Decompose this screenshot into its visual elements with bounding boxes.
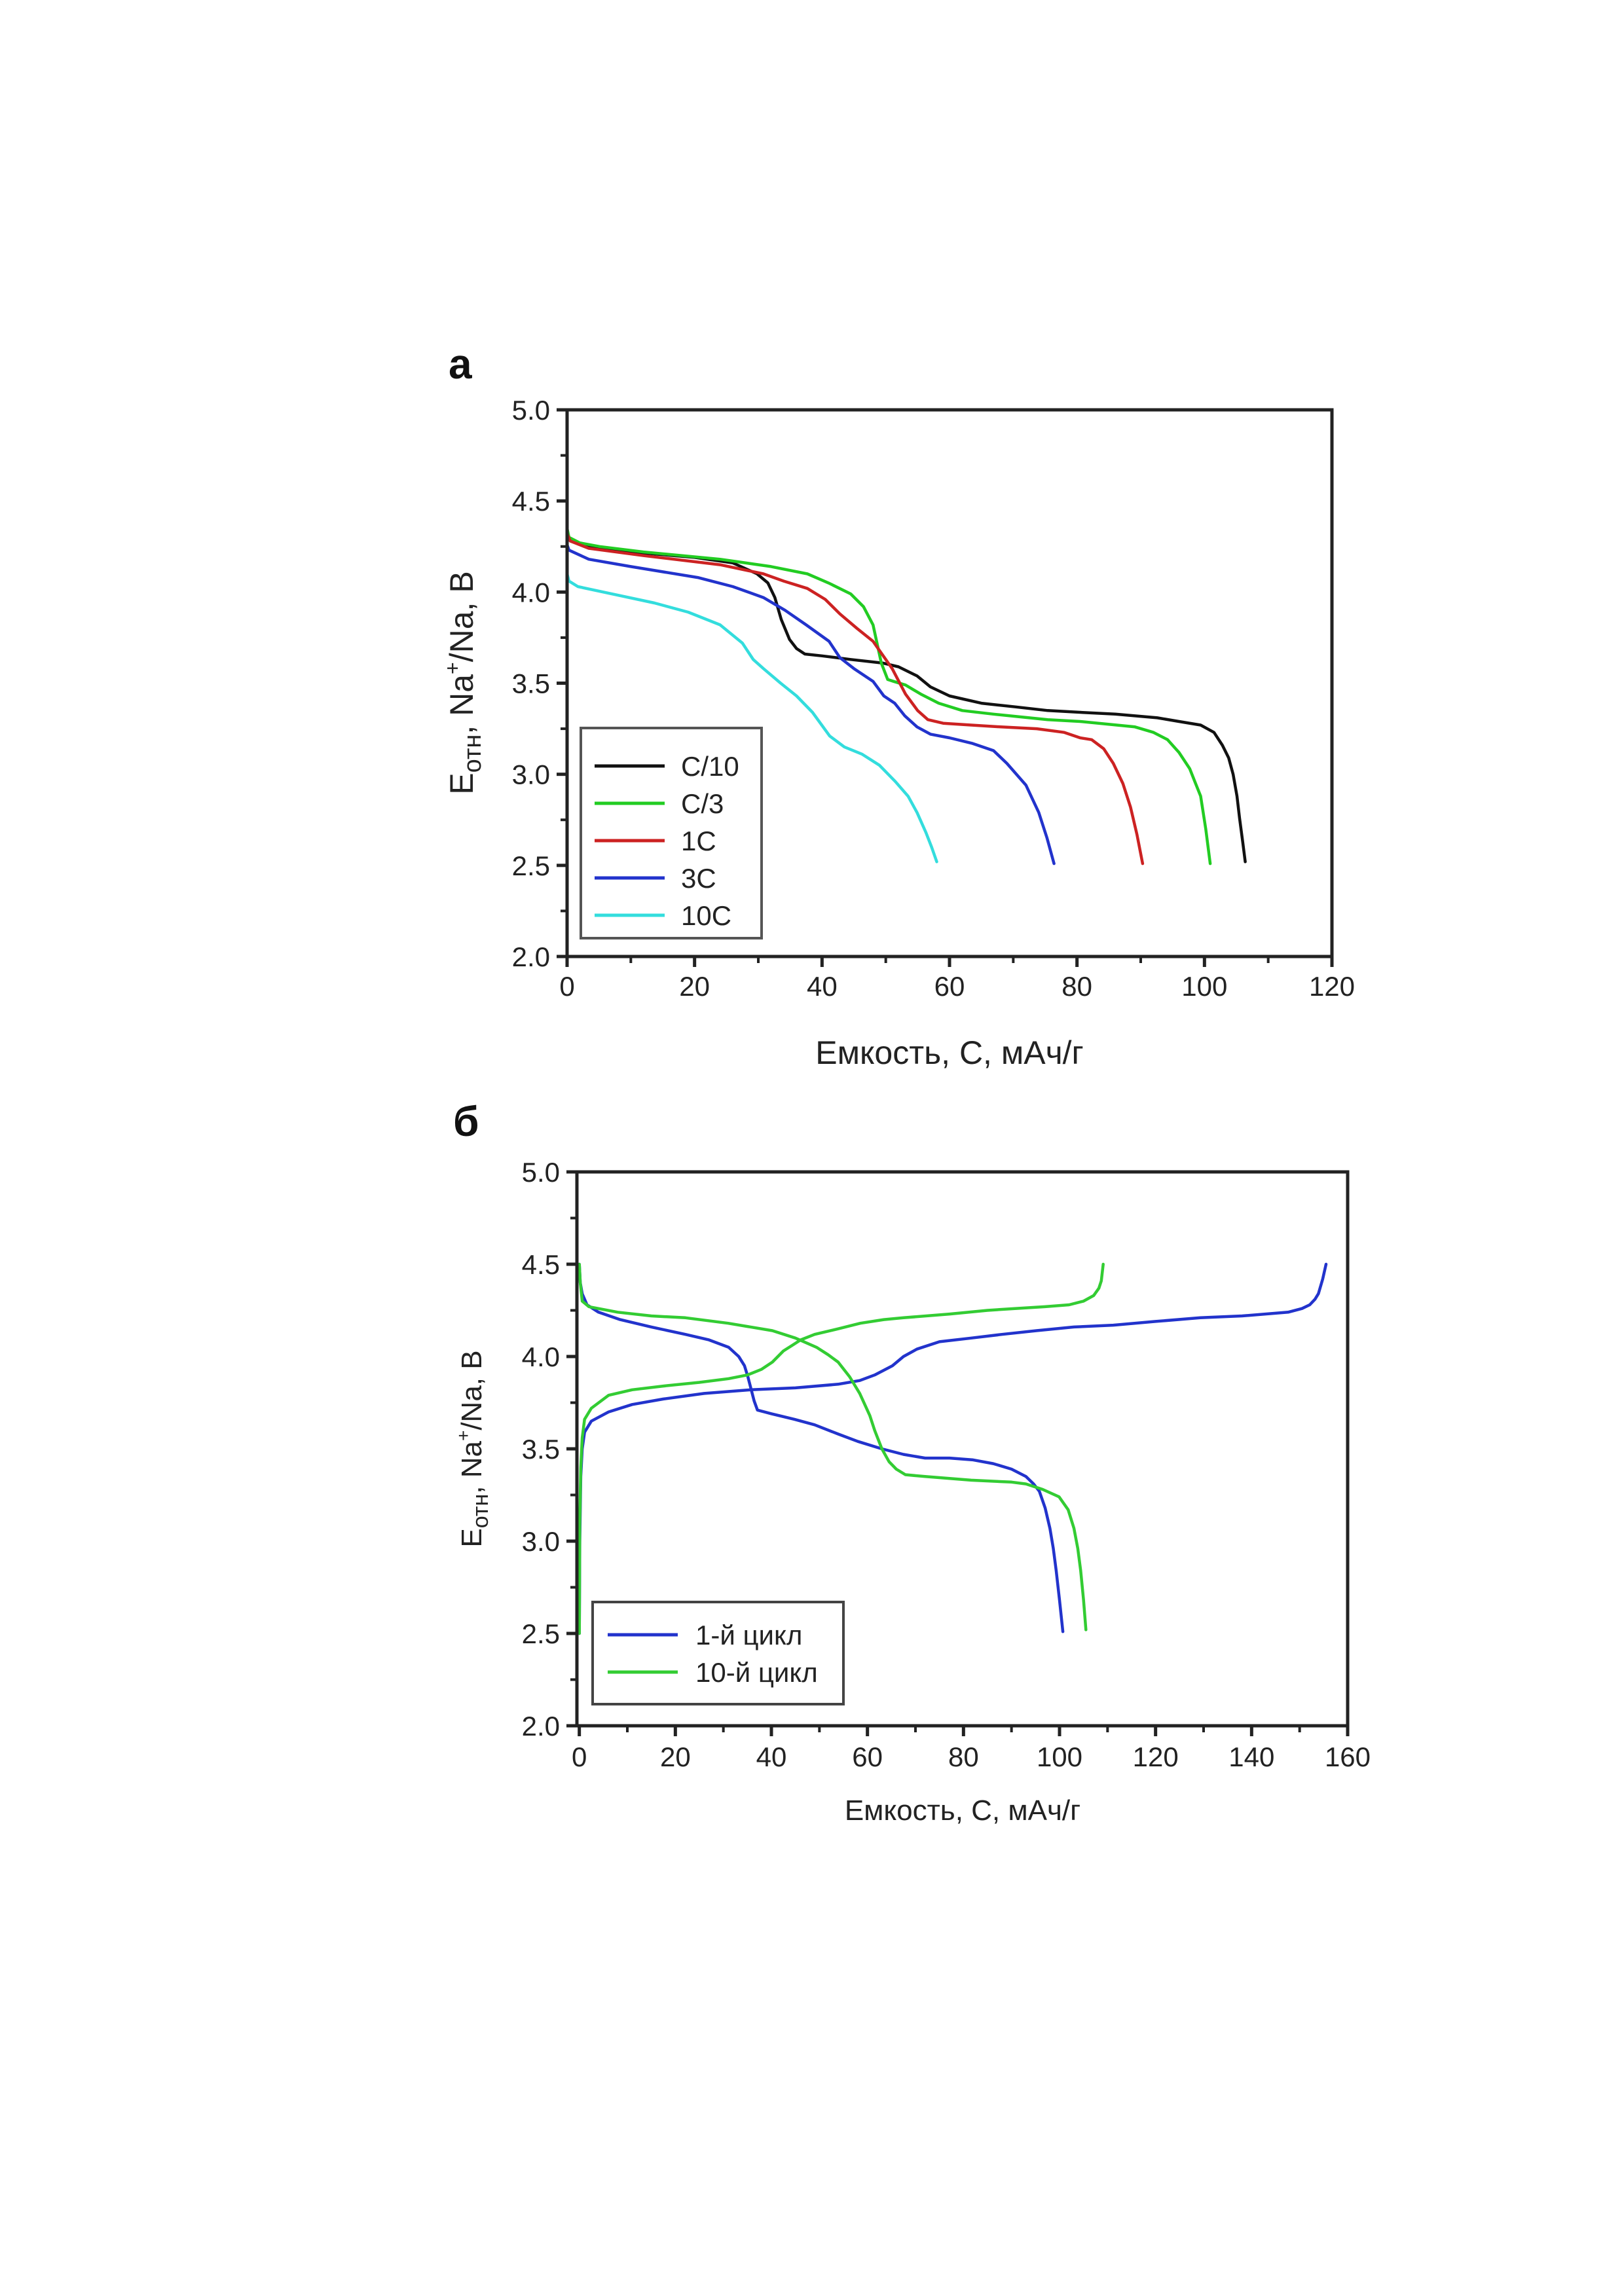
x-tick-label: 60 [934, 971, 965, 1002]
legend-label: 3C [681, 863, 716, 894]
y-axis-title-sub: отн [459, 735, 487, 773]
y-tick-label: 5.0 [522, 1157, 560, 1188]
y-axis-title-b: Eотн, Na+/Na, В [453, 1350, 493, 1547]
x-tick-label: 80 [1061, 971, 1092, 1002]
series-line-b-0 [578, 1262, 1328, 1635]
x-axis-title-b: Емкость, С, мАч/г [845, 1795, 1080, 1827]
x-tick-label: 0 [559, 971, 574, 1002]
y-axis-title-a: Eотн, Na+/Na, В [441, 571, 487, 794]
legend-box-a [580, 727, 763, 939]
legend-label: 10-й цикл [695, 1657, 818, 1688]
x-tick-label: 40 [807, 971, 838, 1002]
plot-area-a [567, 526, 1247, 866]
legend-b: 1-й цикл 10-й цикл [591, 1601, 845, 1705]
legend-label: 1C [681, 826, 716, 856]
y-axis-title-rest: , Na [443, 674, 480, 735]
y-tick-label: 4.0 [512, 577, 550, 608]
y-tick-label: 4.0 [522, 1341, 560, 1372]
y-tick-label: 2.5 [512, 850, 550, 881]
x-tick-label: 120 [1309, 971, 1355, 1002]
x-tick-label: 20 [660, 1741, 691, 1772]
panel-b-chart: б 0 20 40 60 80 100 120 140 160 2.0 2.5 3.0 3.5 4.0 4.… [453, 1098, 1371, 1827]
y-tick-label: 4.5 [512, 486, 550, 517]
series-line-b-1 [578, 1262, 1065, 1633]
y-tick-label: 3.0 [512, 759, 550, 790]
series-line-a-2 [567, 532, 1145, 866]
x-tick-label: 80 [948, 1741, 979, 1772]
y-tick-label: 2.0 [512, 941, 550, 972]
y-axis-title-tail: /Na, В [443, 571, 480, 662]
y-axis-title-tail: /Na, В [456, 1350, 488, 1430]
x-tick-label: 120 [1133, 1741, 1179, 1772]
y-axis-title-rest: , Na [456, 1441, 488, 1494]
y-axis-title-sub: отн [468, 1494, 493, 1529]
panel-label-b: б [453, 1098, 479, 1145]
legend-label: C/10 [681, 751, 739, 782]
y-axis-title-main: E [456, 1528, 488, 1547]
series-line-b-2 [578, 1262, 1105, 1635]
y-tick-label: 2.0 [522, 1711, 560, 1741]
y-tick-label: 4.5 [522, 1249, 560, 1280]
x-tick-label: 140 [1228, 1741, 1274, 1772]
legend-box-b [591, 1601, 845, 1705]
series-line-b-3 [578, 1262, 1088, 1631]
legend-label: 10C [681, 900, 731, 931]
x-tick-label: 40 [756, 1741, 787, 1772]
y-tick-label: 3.0 [522, 1526, 560, 1557]
x-tick-label: 100 [1181, 971, 1227, 1002]
legend-label: C/3 [681, 788, 724, 819]
axis-ticks-a: 0 20 40 60 80 100 120 2.0 2.5 3.0 3.5 4.0 4.5 5.0 [512, 395, 1355, 1002]
y-tick-label: 3.5 [512, 668, 550, 699]
series-line-a-1 [567, 526, 1212, 866]
y-tick-label: 2.5 [522, 1618, 560, 1649]
series-line-a-4 [567, 572, 938, 864]
x-tick-label: 60 [852, 1741, 883, 1772]
plot-area-b [578, 1262, 1328, 1635]
y-axis-title-sup: + [441, 662, 464, 674]
y-axis-title-sup: + [453, 1430, 473, 1441]
y-tick-label: 3.5 [522, 1434, 560, 1465]
panel-a-chart: а 0 20 40 60 80 100 120 2.0 2.5 3.0 3.5 4.0 4.5 5.0 Е… [441, 340, 1355, 1071]
legend-label: 1-й цикл [695, 1620, 802, 1650]
y-axis-title-main: E [443, 773, 480, 794]
panel-label-a: а [449, 340, 472, 388]
series-line-a-3 [567, 543, 1056, 866]
y-tick-label: 5.0 [512, 395, 550, 426]
x-tick-label: 160 [1325, 1741, 1371, 1772]
x-tick-label: 0 [572, 1741, 587, 1772]
x-tick-label: 100 [1037, 1741, 1082, 1772]
x-axis-title-a: Емкость, С, мАч/г [815, 1034, 1084, 1071]
legend-a: C/10 C/3 1C 3C 10C [580, 727, 763, 939]
axis-ticks-b: 0 20 40 60 80 100 120 140 160 2.0 2.5 3.0 3.5 4.0 4.5 5… [522, 1157, 1371, 1772]
x-tick-label: 20 [679, 971, 710, 1002]
